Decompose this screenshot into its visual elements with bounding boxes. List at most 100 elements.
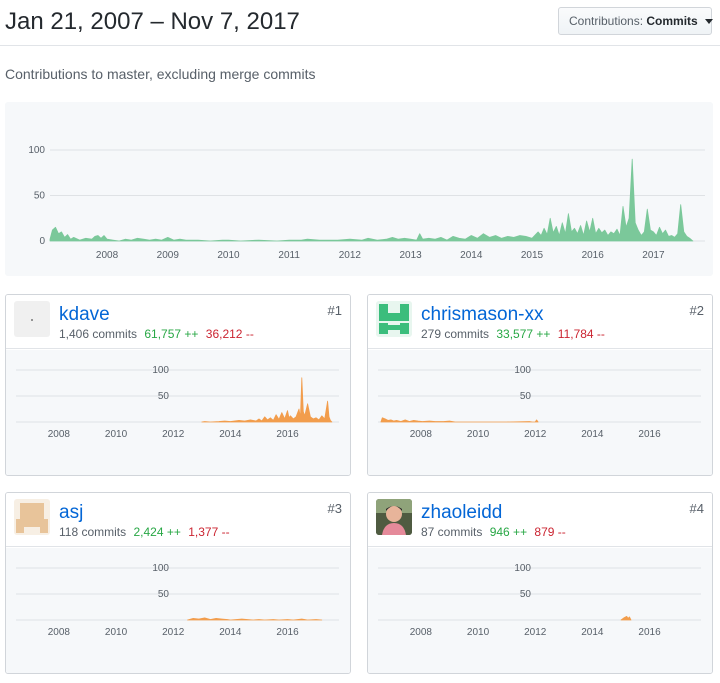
select-value: Commits: [646, 14, 698, 28]
contributor-chart-svg: 100 50 2008 2010 2012 2014 2016: [378, 365, 701, 440]
contributor-stats: 87 commits 946 ++ 879 --: [421, 525, 566, 539]
commit-count: 279 commits: [421, 327, 490, 341]
series-area: [620, 616, 632, 621]
series-area: [187, 617, 323, 621]
contributor-card-header: kdave 1,406 commits 61,757 ++ 36,212 -- …: [6, 295, 350, 349]
contributor-chart-svg: 100 50 2008 2010 2012 2014 2016: [16, 563, 339, 638]
y-tick-label: 50: [34, 191, 46, 202]
x-tick-label: 2014: [581, 627, 604, 638]
contributor-chart[interactable]: 100 50 2008 2010 2012 2014 2016: [6, 548, 350, 673]
x-tick-label: 2012: [339, 250, 362, 261]
x-tick-label: 2016: [638, 627, 661, 638]
x-tick-label: 2016: [638, 429, 661, 440]
x-tick-label: 2012: [524, 429, 547, 440]
x-tick-label: 2017: [642, 250, 665, 261]
contributor-rank: #4: [689, 501, 704, 516]
contributor-card-1: kdave 1,406 commits 61,757 ++ 36,212 -- …: [5, 294, 351, 476]
contributor-chart-svg: 100 50 2008 2010 2012 2014 2016: [378, 563, 701, 638]
x-tick-label: 2012: [524, 627, 547, 638]
contributor-card-4: zhaoleidd 87 commits 946 ++ 879 -- #4 10…: [367, 492, 713, 674]
x-tick-label: 2016: [276, 429, 299, 440]
x-tick-label: 2010: [105, 627, 128, 638]
commit-count: 1,406 commits: [59, 327, 138, 341]
avatar[interactable]: [14, 301, 50, 337]
x-tick-label: 2016: [276, 627, 299, 638]
contributions-subtitle: Contributions to master, excluding merge…: [5, 66, 316, 82]
x-tick-label: 2008: [48, 429, 71, 440]
additions-count: 33,577 ++: [496, 327, 551, 341]
contributor-card-2: chrismason-xx 279 commits 33,577 ++ 11,7…: [367, 294, 713, 476]
contributor-chart[interactable]: 100 50 2008 2010 2012 2014 2016: [6, 350, 350, 475]
x-tick-label: 2008: [410, 627, 433, 638]
series-area: [49, 158, 694, 242]
commit-count: 118 commits: [59, 525, 127, 539]
contributor-name-link[interactable]: asj: [59, 502, 84, 523]
contributor-card-header: chrismason-xx 279 commits 33,577 ++ 11,7…: [368, 295, 712, 349]
x-tick-label: 2014: [460, 250, 483, 261]
contributor-name-link[interactable]: zhaoleidd: [421, 502, 503, 523]
contributor-stats: 279 commits 33,577 ++ 11,784 --: [421, 327, 605, 341]
y-tick-label: 100: [514, 365, 531, 376]
y-tick-label: 0: [39, 236, 45, 247]
x-tick-label: 2013: [399, 250, 422, 261]
deletions-count: 1,377 --: [188, 525, 230, 539]
y-tick-label: 100: [514, 563, 531, 574]
x-tick-label: 2014: [219, 627, 242, 638]
user-photo-icon: [376, 499, 412, 535]
overall-contributions-chart[interactable]: 100 50 0 2008 2009 2010 2011 2012 2013 2014 2015 20…: [5, 102, 713, 276]
y-tick-label: 100: [152, 563, 169, 574]
caret-down-icon: [705, 19, 714, 24]
additions-count: 2,424 ++: [133, 525, 181, 539]
contributor-card-3: asj 118 commits 2,424 ++ 1,377 -- #3 100…: [5, 492, 351, 674]
contributor-name-link[interactable]: chrismason-xx: [421, 304, 544, 325]
x-tick-label: 2011: [278, 250, 300, 261]
avatar[interactable]: [14, 499, 50, 535]
series-area: [380, 417, 539, 423]
x-tick-label: 2008: [48, 627, 71, 638]
y-tick-label: 50: [158, 391, 170, 402]
additions-count: 61,757 ++: [144, 327, 199, 341]
page-header: Jan 21, 2007 – Nov 7, 2017 Contributions…: [0, 0, 720, 46]
avatar[interactable]: [376, 301, 412, 337]
x-tick-label: 2010: [467, 627, 490, 638]
overall-chart-svg: 100 50 0 2008 2009 2010 2011 2012 2013 2014 2015 20…: [28, 145, 705, 261]
contributor-chart[interactable]: 100 50 2008 2010 2012 2014 2016: [368, 350, 712, 475]
contributor-rank: #1: [327, 303, 342, 318]
x-tick-label: 2015: [521, 250, 544, 261]
avatar-placeholder-icon: [31, 319, 33, 321]
contributor-chart[interactable]: 100 50 2008 2010 2012 2014 2016: [368, 548, 712, 673]
identicon-tan-icon: [16, 503, 48, 533]
avatar[interactable]: [376, 499, 412, 535]
x-tick-label: 2012: [162, 627, 185, 638]
contributor-stats: 1,406 commits 61,757 ++ 36,212 --: [59, 327, 254, 341]
y-tick-label: 100: [28, 145, 45, 156]
contributor-card-header: asj 118 commits 2,424 ++ 1,377 -- #3: [6, 493, 350, 547]
contributor-stats: 118 commits 2,424 ++ 1,377 --: [59, 525, 230, 539]
x-tick-label: 2008: [96, 250, 119, 261]
y-tick-label: 50: [520, 391, 532, 402]
contributions-type-select[interactable]: Contributions: Commits: [558, 7, 714, 35]
additions-count: 946 ++: [489, 525, 528, 539]
contributor-name-link[interactable]: kdave: [59, 304, 110, 325]
series-area: [201, 377, 333, 423]
x-tick-label: 2016: [582, 250, 605, 261]
contributor-card-header: zhaoleidd 87 commits 946 ++ 879 -- #4: [368, 493, 712, 547]
deletions-count: 11,784 --: [557, 327, 605, 341]
x-tick-label: 2010: [467, 429, 490, 440]
x-tick-label: 2010: [217, 250, 240, 261]
identicon-green-icon: [379, 304, 409, 334]
contributor-rank: #2: [689, 303, 704, 318]
select-label: Contributions:: [569, 14, 644, 28]
x-tick-label: 2014: [219, 429, 242, 440]
x-tick-label: 2010: [105, 429, 128, 440]
y-tick-label: 50: [520, 589, 532, 600]
contributor-chart-svg: 100 50 2008 2010 2012 2014 2016: [16, 365, 339, 440]
y-tick-label: 100: [152, 365, 169, 376]
x-tick-label: 2012: [162, 429, 185, 440]
x-tick-label: 2008: [410, 429, 433, 440]
x-tick-label: 2009: [157, 250, 180, 261]
deletions-count: 879 --: [534, 525, 566, 539]
deletions-count: 36,212 --: [205, 327, 254, 341]
contributor-rank: #3: [327, 501, 342, 516]
x-tick-label: 2014: [581, 429, 604, 440]
